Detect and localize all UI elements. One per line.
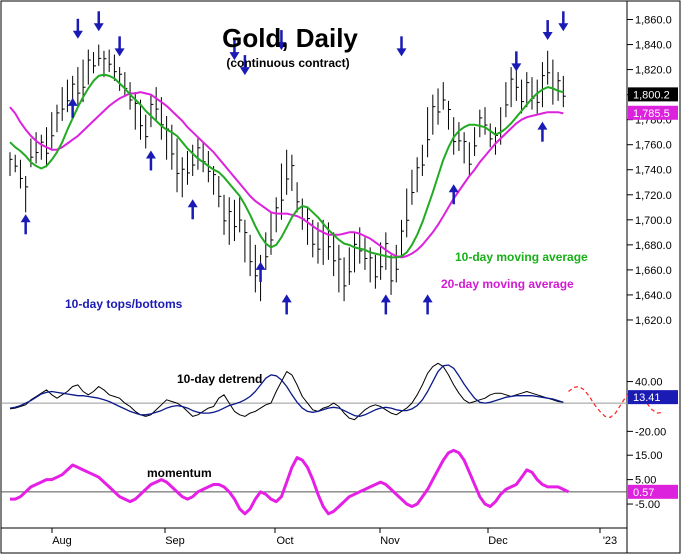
- detrend-value-label: 13.41: [628, 390, 678, 405]
- price-y-tick-label: 1,840.0: [635, 40, 672, 52]
- ma20-value-label-text: 1,785.5: [633, 108, 670, 120]
- last-price-label-box: [628, 87, 678, 102]
- x-tick-label: Oct: [276, 535, 293, 547]
- arrow-head: [20, 214, 31, 223]
- arrow-head: [72, 30, 83, 39]
- arrow-head: [276, 42, 287, 51]
- turn-arrows: [20, 11, 569, 315]
- ma20-value-label: 1,785.5: [628, 105, 678, 120]
- detrend-projection-line: [568, 385, 663, 418]
- price-y-tick-label: 1,860.0: [635, 15, 672, 27]
- arrow-head: [448, 184, 459, 193]
- price-y-tick-label: 1,640.0: [635, 290, 672, 302]
- arrow-head: [239, 67, 250, 76]
- detrend-actual-line: [9, 362, 564, 421]
- x-tick-label: Dec: [488, 535, 508, 547]
- up-arrow-icon: [281, 294, 292, 315]
- momentum-value-label-box: [628, 484, 678, 499]
- ma20-value-label-box: [628, 105, 678, 120]
- momentum-y-tick-label: -5.00: [635, 499, 660, 511]
- detrend-value-label-text: 13.41: [633, 392, 661, 404]
- price-y-tick-label: 1,820.0: [635, 65, 672, 77]
- up-arrow-icon: [422, 294, 433, 315]
- ma20-annotation: 20-day moving average: [441, 277, 574, 291]
- arrow-head: [281, 294, 292, 303]
- value-labels: 1,800.2 1,785.5 13.41 0.57: [628, 87, 678, 499]
- detrend-y-tick-label: 40.00: [635, 377, 663, 389]
- detrend-cycle-line: [9, 364, 564, 418]
- down-arrow-icon: [396, 36, 407, 57]
- down-arrow-icon: [558, 11, 569, 32]
- arrow-head: [114, 48, 125, 57]
- ma20-line: [9, 91, 564, 259]
- up-arrow-icon: [187, 199, 198, 220]
- momentum-value-label-text: 0.57: [633, 487, 654, 499]
- momentum-annotation: momentum: [147, 466, 212, 480]
- arrow-head: [537, 121, 548, 130]
- down-arrow-icon: [72, 18, 83, 39]
- arrow-head: [93, 23, 104, 32]
- price-y-tick-label: 1,680.0: [635, 240, 672, 252]
- down-arrow-icon: [511, 51, 522, 72]
- up-arrow-icon: [255, 261, 266, 282]
- momentum-line: [10, 448, 570, 516]
- arrow-head: [255, 261, 266, 270]
- last-price-label-text: 1,800.2: [633, 89, 670, 101]
- arrow-head: [187, 199, 198, 208]
- up-arrow-icon: [20, 214, 31, 235]
- momentum-panel: [1, 448, 627, 516]
- arrow-head: [67, 97, 78, 106]
- arrow-head: [396, 48, 407, 57]
- arrow-head: [380, 294, 391, 303]
- price-y-tick-label: 1,740.0: [635, 165, 672, 177]
- down-arrow-icon: [229, 40, 240, 61]
- x-tick-label: '23: [603, 535, 617, 547]
- down-arrow-icon: [239, 55, 250, 76]
- tops-bottoms-annotation: 10-day tops/bottoms: [65, 297, 183, 311]
- up-arrow-icon: [537, 121, 548, 142]
- price-y-tick-label: 1,700.0: [635, 215, 672, 227]
- momentum-y-tick-label: 15.00: [635, 450, 663, 462]
- down-arrow-icon: [542, 20, 553, 41]
- arrow-head: [229, 52, 240, 61]
- momentum-value-label: 0.57: [628, 484, 678, 499]
- arrow-head: [422, 294, 433, 303]
- arrow-head: [558, 23, 569, 32]
- x-tick-label: Aug: [52, 535, 72, 547]
- ma20-line-group: [9, 91, 564, 259]
- detrend-y-tick-label: -20.00: [635, 426, 666, 438]
- arrow-head: [511, 63, 522, 72]
- last-price-label: 1,800.2: [628, 87, 678, 102]
- up-arrow-icon: [145, 150, 156, 171]
- chart-subtitle: (continuous contract): [226, 56, 349, 70]
- x-tick-label: Nov: [380, 535, 400, 547]
- price-y-tick-label: 1,620.0: [635, 315, 672, 327]
- x-tick-label: Sep: [165, 535, 185, 547]
- ma10-line-group: [9, 73, 564, 259]
- x-axis-ticks: Aug Sep Oct Nov Dec '23: [51, 528, 617, 547]
- up-arrow-icon: [67, 97, 78, 118]
- price-bars: [9, 44, 566, 302]
- detrend-annotation: 10-day detrend: [177, 372, 262, 386]
- up-arrow-icon: [380, 294, 391, 315]
- price-y-tick-label: 1,760.0: [635, 140, 672, 152]
- ma10-annotation: 10-day moving average: [455, 250, 588, 264]
- arrow-head: [145, 150, 156, 159]
- down-arrow-icon: [276, 30, 287, 51]
- detrend-panel: [1, 362, 663, 421]
- detrend-value-label-box: [628, 390, 678, 405]
- price-y-tick-label: 1,720.0: [635, 190, 672, 202]
- down-arrow-icon: [114, 36, 125, 57]
- price-y-tick-label: 1,660.0: [635, 265, 672, 277]
- momentum-y-tick-label: 5.00: [635, 475, 656, 487]
- up-arrow-icon: [448, 184, 459, 205]
- arrow-head: [542, 32, 553, 41]
- down-arrow-icon: [93, 11, 104, 32]
- ma10-line: [9, 73, 564, 259]
- chart-title: Gold, Daily: [222, 23, 358, 53]
